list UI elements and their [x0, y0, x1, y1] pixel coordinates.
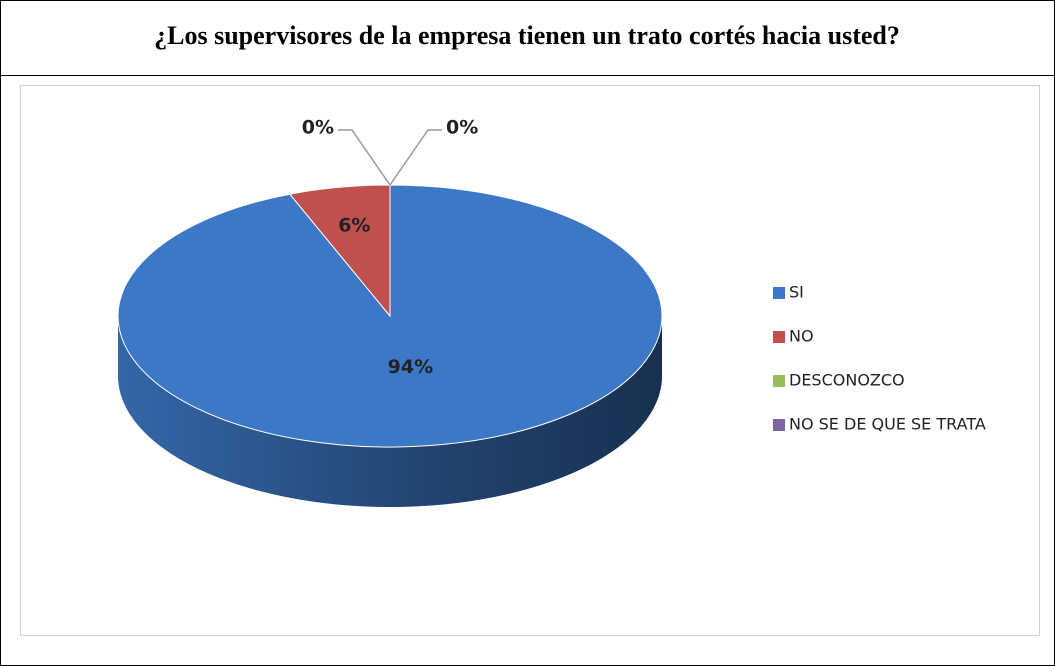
legend-swatch [773, 419, 785, 431]
data-label: 0% [446, 117, 478, 139]
legend-swatch [773, 287, 785, 299]
leader-line [338, 129, 391, 186]
data-label: 6% [338, 214, 370, 236]
data-label: 0% [302, 117, 334, 139]
legend-label: SI [789, 283, 804, 302]
legend-label: NO SE DE QUE SE TRATA [789, 415, 986, 434]
legend-swatch [773, 375, 785, 387]
chart-title: ¿Los supervisores de la empresa tienen u… [154, 21, 900, 50]
legend-label: NO [789, 327, 814, 346]
leader-line [389, 129, 442, 186]
legend-label: DESCONOZCO [789, 371, 905, 390]
legend-swatch [773, 331, 785, 343]
pie-side-shade [118, 316, 662, 507]
data-label: 94% [388, 356, 433, 378]
